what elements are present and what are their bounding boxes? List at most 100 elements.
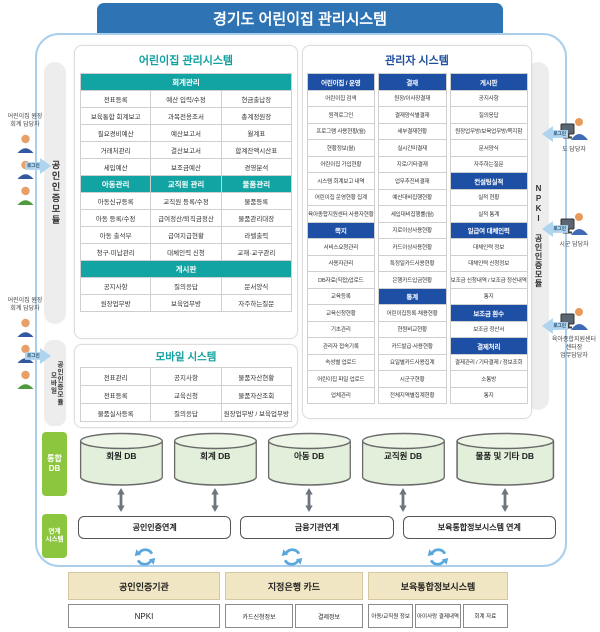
menu-cell: 예산 입력/수정 (151, 91, 222, 108)
link-system-label: 연계 시스템 (42, 514, 67, 558)
menu-cell: 교육신청현황 (308, 305, 375, 322)
user-label: 어린이집 원장 (7, 298, 43, 304)
menu-row: 전표등록 예산 입력/수정 현금출납장 (81, 91, 292, 108)
external-system-cell: 아이사랑 결제내역 (415, 604, 461, 628)
menu-cell: 필요경비예산 (81, 125, 152, 142)
arrow-slot (266, 488, 353, 512)
menu-row: 물품실사등록 질의응답 원장업무방 / 보육업무방 (81, 404, 292, 422)
menu-cell: 보육업무방 (151, 295, 222, 312)
menu-cell: 아동 출석부 (81, 227, 152, 244)
external-system-title: 지정은행 카드 (225, 572, 363, 600)
sub-header-cell: 통계 (378, 288, 447, 305)
menu-cell: 공지사항 (81, 278, 152, 295)
menu-cell: 업체관리 (308, 387, 375, 404)
npki-auth-module-bar: NPKI 공인인증모듈 (527, 62, 549, 410)
cylinder-icon (79, 432, 163, 486)
external-system-cell: 결제정보 (295, 604, 363, 628)
admin-system-panel: 관리자 시스템 어린이집 / 운영 어린이집 검색 원격로그인 프로그램 사용현황(월… (302, 45, 532, 419)
external-system-title: 공인인증기관 (68, 572, 220, 600)
person-at-computer-icon (559, 306, 589, 337)
menu-cell: 실시간미결재 (378, 140, 447, 157)
user-label: 도 담당자 (562, 147, 586, 153)
db-name: 회원 DB (106, 451, 137, 462)
menu-cell: 거래처관리 (81, 142, 152, 159)
external-system-cell: 아동/교직원 정보 (368, 604, 414, 628)
up-down-arrow-icon (117, 488, 126, 512)
person-icon (16, 185, 35, 210)
menu-cell: 육아종합지원센터 사용자현황 (308, 206, 375, 223)
menu-cell: 지로/기타결재 (378, 156, 447, 173)
db-cylinder: 물품 및 기타 DB (454, 432, 557, 486)
menu-cell: 질의응답 (151, 404, 222, 422)
sync-arrows-icon (134, 548, 156, 566)
menu-cell: 원장/이사장결재 (378, 90, 447, 107)
menu-cell: 자주하는질문 (450, 156, 528, 173)
menu-cell: 문서양식 (221, 278, 292, 295)
menu-cell: 전표등록 (81, 91, 152, 108)
menu-cell: 대체인력 신청정보 (450, 255, 528, 272)
menu-cell: 청구·미납관리 (81, 244, 152, 261)
menu-cell: 통지 (450, 288, 528, 305)
menu-cell: 경영분석 (221, 159, 292, 176)
menu-cell: 물품실사등록 (81, 404, 152, 422)
daycare-user-group: 어린이집 원장 회계 담당자 (2, 114, 48, 210)
menu-cell: 세입대비집행률(월) (378, 206, 447, 223)
menu-cell: 급여정산/퇴직금정산 (151, 210, 222, 227)
admin-column: 결재 원장/이사장결재 결재양식별결재 세부결재현황 실시간미결재 지로/기타결재 업무추진… (377, 73, 447, 404)
daycare-menu-grid: 회계관리 전표등록 예산 입력/수정 현금출납장 보육통합 회계보고 과목전용조서 총계정원… (80, 73, 292, 312)
mobile-menu-grid: 전표관리 공지사항 물품자산현황 전표등록 교육신청 물품자산조회 물품실사등록 질의응답 원장… (80, 367, 292, 422)
menu-cell: 현원비교현황 (378, 321, 447, 338)
menu-cell: 물품자산조회 (221, 386, 292, 404)
daycare-user-group: 어린이집 원장 회계 담당자 (2, 298, 48, 394)
user-icons (16, 317, 35, 394)
section-header-cell: 회계관리 (81, 74, 292, 91)
menu-cell: 물품관리대장 (221, 210, 292, 227)
external-system-body: NPKI (68, 604, 220, 628)
menu-cell: 소통방 (450, 371, 528, 388)
db-cylinder: 교직원 DB (360, 432, 447, 486)
menu-cell: 보육통합 회계보고 (81, 108, 152, 125)
sub-header-cell: 일급여 대체인력 (450, 222, 528, 239)
section-header-cell: 교직원 관리 (151, 176, 222, 193)
sync-icon (134, 546, 156, 573)
menu-cell: 질의응답 (450, 107, 528, 124)
menu-cell: 어린이집 검색 (308, 90, 375, 107)
menu-row: 거래처관리 결산보고서 합계잔액시산표 (81, 142, 292, 159)
menu-cell: 총계정원장 (221, 108, 292, 125)
login-label: 로그인 (553, 131, 566, 136)
menu-cell: 전표등록 (81, 386, 152, 404)
menu-cell: 대체인력 신청 (151, 244, 222, 261)
sync-icon (427, 546, 449, 573)
menu-cell: 물품등록 (221, 193, 292, 210)
external-system-cell: 회계 자료 (462, 604, 508, 628)
menu-cell: 교육신청 (151, 386, 222, 404)
menu-cell: 업무추진비결재 (378, 173, 447, 190)
column-header-cell: 게시판 (450, 74, 528, 91)
menu-cell: 공지사항 (450, 90, 528, 107)
menu-section-header-row: 회계관리 (81, 74, 292, 91)
menu-cell: 대체인력 정보 (450, 239, 528, 256)
db-cylinder: 회원 DB (78, 432, 165, 486)
center-user-group: 육아종합지원센터 센터장 업무담당자 (551, 306, 597, 360)
admin-column: 게시판 공지사항 질의응답 원장업무방/보육업무방/쪽지함 문서양식 자주하는질문 컨설팅실… (449, 73, 528, 404)
arrow-slot (78, 488, 165, 512)
menu-section-header-row: 게시판 (81, 261, 292, 278)
sync-arrows-icon (427, 548, 449, 566)
db-cylinder: 아동 DB (266, 432, 353, 486)
menu-cell: 교육등록 (308, 288, 375, 305)
menu-cell: 질의응답 (151, 278, 222, 295)
menu-cell: 결재양식별결재 (378, 107, 447, 124)
menu-cell: 실적 통계 (450, 206, 528, 223)
menu-cell: 카드발급·사용현황 (378, 338, 447, 355)
external-system-cell: 카드신청정보 (225, 604, 293, 628)
npki-module-label: NPKI 공인인증모듈 (534, 184, 543, 288)
link-box: 공인인증연계 (78, 516, 232, 539)
user-icons (16, 133, 35, 210)
menu-row: 아동신규등록 교직원 등록/수정 물품등록 (81, 193, 292, 210)
menu-cell: 원장업무방 (81, 295, 152, 312)
link-box: 보육통합정보시스템 연계 (402, 516, 556, 539)
menu-cell: 아동신규등록 (81, 193, 152, 210)
db-name: 물품 및 기타 DB (475, 451, 534, 462)
